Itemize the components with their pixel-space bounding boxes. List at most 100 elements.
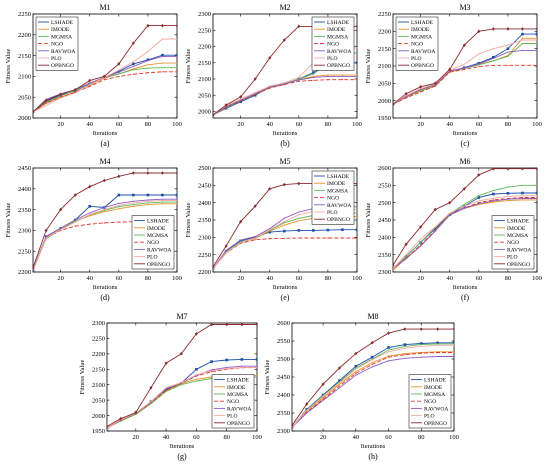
chart-title: M5 — [279, 157, 290, 166]
panel-caption: (e) — [281, 293, 290, 302]
legend-box — [395, 16, 439, 71]
data-point — [393, 269, 394, 271]
data-point — [463, 207, 465, 209]
legend-label: MGMSA — [327, 188, 348, 194]
data-point — [118, 206, 120, 208]
legend-label: OPBNGO — [507, 262, 530, 268]
data-point — [45, 236, 47, 238]
y-tick-label: 2150 — [18, 53, 31, 60]
data-point — [437, 351, 439, 354]
data-point — [103, 211, 105, 213]
data-point — [535, 191, 537, 195]
chart-title: M7 — [176, 312, 187, 321]
data-point — [89, 82, 91, 84]
legend-label: PLO — [327, 56, 338, 62]
data-point — [463, 68, 465, 71]
chart-title: M8 — [367, 312, 378, 321]
data-point — [60, 228, 62, 231]
data-point — [433, 81, 437, 86]
data-point — [434, 85, 436, 87]
data-point — [521, 191, 524, 195]
legend-label: OPBNGO — [147, 262, 170, 268]
chart-title: M1 — [99, 3, 110, 12]
data-point — [420, 345, 422, 347]
data-point — [521, 197, 524, 200]
data-point — [253, 77, 257, 81]
data-point — [89, 223, 91, 225]
y-tick-label: 2200 — [198, 44, 211, 51]
data-point — [356, 206, 357, 208]
y-axis-label: Fitness Value — [185, 49, 192, 84]
data-point — [146, 58, 150, 62]
data-point — [356, 74, 357, 76]
data-point — [176, 199, 177, 202]
data-point — [103, 222, 105, 224]
data-point — [117, 193, 121, 197]
data-point — [254, 237, 256, 239]
data-point — [298, 217, 300, 219]
data-point — [256, 376, 257, 378]
data-point — [147, 200, 149, 202]
data-point — [255, 323, 257, 327]
data-point — [312, 76, 314, 78]
legend-label: PLO — [227, 414, 238, 420]
data-point — [462, 187, 466, 191]
data-point — [45, 102, 47, 104]
data-point — [118, 202, 120, 204]
data-point — [521, 42, 524, 45]
data-point — [356, 209, 357, 211]
x-axis-label: Iterations — [273, 284, 298, 291]
data-point — [146, 171, 150, 175]
legend-label: LSHADE — [227, 378, 250, 384]
x-tick-label: 60 — [385, 434, 392, 441]
data-point — [225, 249, 227, 252]
data-point — [131, 171, 135, 175]
x-tick-label: 40 — [446, 275, 453, 282]
data-point — [89, 212, 91, 214]
data-point — [448, 67, 452, 72]
data-point — [44, 228, 48, 233]
data-point — [492, 200, 494, 202]
y-tick-label: 2300 — [198, 11, 211, 18]
data-point — [210, 370, 213, 372]
data-point — [387, 346, 390, 349]
data-point — [312, 229, 315, 232]
data-point — [371, 359, 373, 361]
y-tick-label: 2200 — [92, 351, 105, 358]
y-tick-label: 2300 — [18, 228, 31, 235]
data-point — [74, 221, 76, 223]
data-point — [355, 24, 357, 29]
data-point — [536, 49, 537, 51]
x-tick-label: 60 — [193, 434, 200, 441]
data-point — [119, 416, 123, 421]
data-point — [356, 237, 357, 239]
data-point — [420, 91, 422, 93]
data-point — [225, 358, 228, 362]
data-point — [33, 266, 35, 270]
x-tick-label: 80 — [325, 275, 332, 282]
data-point — [118, 75, 120, 77]
data-point — [463, 205, 465, 207]
legend-label: IMODE — [507, 226, 526, 232]
data-point — [387, 355, 390, 357]
legend-label: NGO — [51, 42, 63, 48]
data-point — [356, 215, 357, 218]
data-point — [132, 61, 134, 63]
data-point — [321, 382, 325, 386]
x-tick-label: 100 — [352, 275, 362, 282]
data-point — [449, 212, 451, 214]
data-point — [492, 57, 494, 59]
data-point — [520, 27, 524, 31]
data-point — [176, 67, 177, 69]
x-tick-label: 20 — [417, 121, 424, 128]
legend-label: OPBNGO — [227, 421, 250, 427]
y-tick-label: 2200 — [18, 32, 31, 39]
legend-label: IMODE — [424, 385, 443, 391]
data-point — [452, 341, 454, 345]
data-point — [132, 202, 134, 204]
data-point — [492, 48, 494, 50]
y-tick-label: 2050 — [18, 94, 31, 101]
data-point — [356, 52, 357, 54]
x-tick-label: 20 — [57, 121, 64, 128]
